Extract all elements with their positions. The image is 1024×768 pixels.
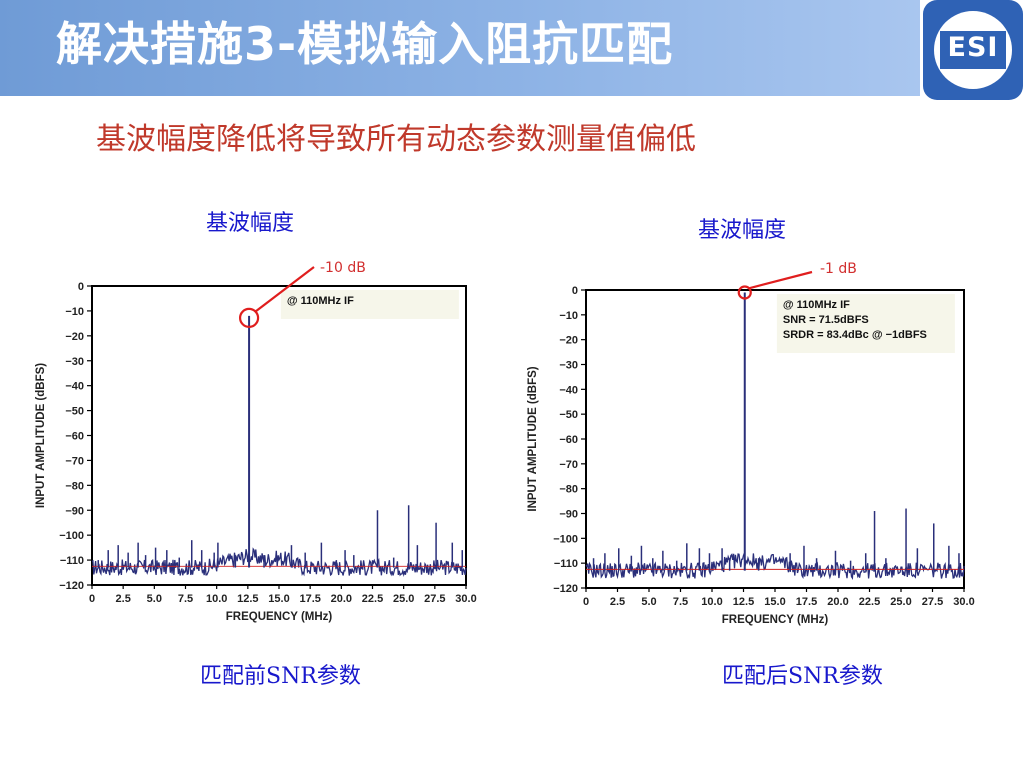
logo-text: ESI xyxy=(947,32,999,63)
plot-area xyxy=(91,285,467,586)
noise-floor xyxy=(91,547,467,578)
legend-text: @ 110MHz IF xyxy=(783,299,850,311)
logo-band: ESI xyxy=(940,31,1006,69)
legend-box xyxy=(776,294,955,353)
x-tick-label: 7.5 xyxy=(673,596,688,608)
x-tick-label: 15.0 xyxy=(268,593,289,605)
annotation-left: -10 dB xyxy=(320,260,366,276)
y-tick-label: −90 xyxy=(559,509,578,521)
x-tick-label: 25.0 xyxy=(393,593,414,605)
label-before-matching: 匹配前SNR参数 xyxy=(200,664,361,689)
legend-text: @ 110MHz IF xyxy=(287,295,354,307)
x-tick-label: 5.0 xyxy=(641,596,656,608)
y-tick-label: −20 xyxy=(559,335,578,347)
x-tick-label: 12.5 xyxy=(237,593,258,605)
y-tick-label: −10 xyxy=(65,306,84,318)
x-tick-label: 5.0 xyxy=(147,593,162,605)
y-tick-label: −20 xyxy=(65,331,84,343)
x-tick-label: 22.5 xyxy=(859,596,880,608)
x-tick-label: 17.5 xyxy=(796,596,817,608)
x-tick-label: 7.5 xyxy=(178,593,193,605)
y-tick-label: −70 xyxy=(65,455,84,467)
slide-title: 解决措施3-模拟输入阻抗匹配 xyxy=(56,17,674,71)
fft-chart-after: 0 −10 −20 −30 −40 −50 −60 −70 −80 −90 −100 −110 −120… xyxy=(527,270,975,626)
y-tick-label: −120 xyxy=(59,580,84,592)
y-tick-label: −50 xyxy=(559,409,578,421)
y-tick-label: −90 xyxy=(65,505,84,517)
y-tick-label: −40 xyxy=(559,384,578,396)
x-tick-label: 27.5 xyxy=(922,596,943,608)
annotation-right: -1 dB xyxy=(820,261,857,277)
slide-subtitle: 基波幅度降低将导致所有动态参数测量值偏低 xyxy=(96,122,696,157)
x-tick-label: 20.0 xyxy=(827,596,848,608)
y-tick-label: −10 xyxy=(559,310,578,322)
title-bar: 解决措施3-模拟输入阻抗匹配 xyxy=(0,0,920,96)
y-tick-label: −110 xyxy=(60,555,84,567)
x-tick-label: 0 xyxy=(583,596,589,608)
x-tick-label: 15.0 xyxy=(764,596,785,608)
y-tick-label: −120 xyxy=(553,583,578,595)
y-tick-label: −50 xyxy=(65,406,84,418)
y-axis-label: INPUT AMPLITUDE (dBFS) xyxy=(527,366,539,511)
y-axis-label: INPUT AMPLITUDE (dBFS) xyxy=(35,363,47,508)
label-after-matching: 匹配后SNR参数 xyxy=(722,664,883,689)
x-tick-label: 30.0 xyxy=(455,593,476,605)
x-tick-label: 2.5 xyxy=(116,593,131,605)
x-axis-label: FREQUENCY (MHz) xyxy=(226,611,333,623)
x-tick-label: 2.5 xyxy=(610,596,625,608)
x-tick-label: 25.0 xyxy=(890,596,911,608)
x-tick-label: 10.0 xyxy=(206,593,227,605)
x-tick-label: 20.0 xyxy=(331,593,352,605)
x-axis-label: FREQUENCY (MHz) xyxy=(722,614,829,626)
esi-logo: ESI xyxy=(923,0,1023,100)
x-tick-label: 17.5 xyxy=(299,593,320,605)
fft-chart-before: 0 −10 −20 −30 −40 −50 −60 −70 −80 −90 −100 −110 −120… xyxy=(35,266,477,623)
y-tick-label: −70 xyxy=(559,459,578,471)
y-tick-label: −30 xyxy=(559,360,578,372)
y-tick-label: −40 xyxy=(65,381,84,393)
legend-box xyxy=(280,290,459,319)
x-tick-label: 22.5 xyxy=(362,593,383,605)
x-tick-label: 12.5 xyxy=(733,596,754,608)
y-tick-label: −80 xyxy=(65,480,84,492)
noise-floor xyxy=(585,553,965,580)
annotation-pointer xyxy=(254,266,315,313)
fundamental-marker xyxy=(238,307,260,329)
label-fundamental-left: 基波幅度 xyxy=(206,211,295,236)
y-tick-label: −60 xyxy=(65,431,84,443)
x-tick-label: 30.0 xyxy=(953,596,974,608)
y-tick-label: −110 xyxy=(554,558,578,570)
x-tick-label: 27.5 xyxy=(424,593,445,605)
y-tick-label: 0 xyxy=(78,281,84,293)
annotation-pointer xyxy=(748,270,813,290)
x-tick-label: 10.0 xyxy=(701,596,722,608)
legend-text: SNR = 71.5dBFS xyxy=(783,314,869,326)
y-tick-label: 0 xyxy=(572,285,578,297)
y-tick-label: −60 xyxy=(559,434,578,446)
y-tick-label: −100 xyxy=(553,533,578,545)
logo-ring: ESI xyxy=(934,11,1012,89)
fundamental-marker xyxy=(737,285,752,300)
y-tick-label: −30 xyxy=(65,356,84,368)
y-tick-label: −80 xyxy=(559,484,578,496)
x-tick-label: 0 xyxy=(89,593,95,605)
label-fundamental-right: 基波幅度 xyxy=(698,218,787,243)
legend-text: SRDR = 83.4dBc @ −1dBFS xyxy=(783,329,927,341)
y-tick-label: −100 xyxy=(59,530,84,542)
